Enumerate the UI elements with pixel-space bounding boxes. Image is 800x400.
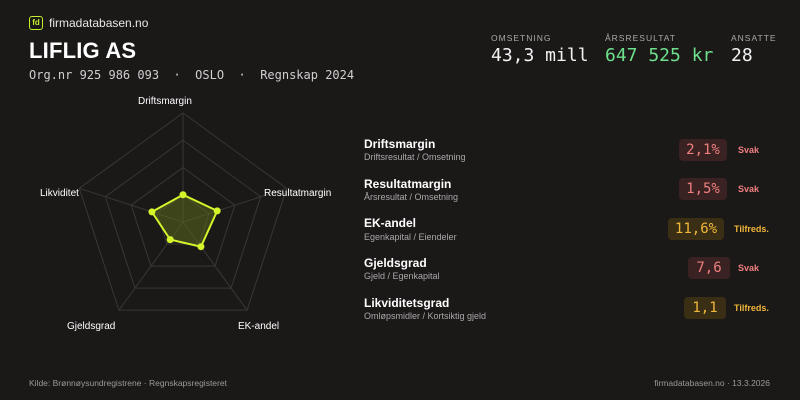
radar-data-area — [150, 193, 219, 248]
radar-data-point-likviditet — [148, 208, 156, 216]
footer-site-date[interactable]: firmadatabasen.no · 13.3.2026 — [654, 378, 770, 388]
radar-data-point-driftsmargin — [179, 191, 187, 199]
brand-name[interactable]: firmadatabasen.no — [49, 16, 149, 30]
metric-status: Tilfreds. — [734, 303, 769, 313]
metric-formula: Årsresultat / Omsetning — [364, 192, 459, 202]
radar-data-point-gjeldsgrad — [166, 236, 174, 244]
metric-status: Svak — [738, 184, 760, 194]
metric-value-badge: 1,1 — [684, 297, 726, 319]
metric-value-badge: 7,6 — [688, 257, 730, 279]
metric-formula: Omløpsmidler / Kortsiktig gjeld — [364, 311, 487, 321]
metric-status: Svak — [738, 145, 760, 155]
metric-name: Gjeldsgrad — [364, 256, 427, 270]
metric-formula: Driftsresultat / Omsetning — [364, 152, 466, 162]
metric-name: Resultatmargin — [364, 177, 452, 191]
radar-axis-label-gjeldsgrad: Gjeldsgrad — [67, 321, 116, 332]
radar-data-point-ek-andel — [197, 243, 205, 251]
radar-data-point-resultatmargin — [213, 207, 221, 215]
kpi-employees-label: ANSATTE — [731, 33, 777, 43]
company-subline: Org.nr 925 986 093 · OSLO · Regnskap 202… — [29, 68, 355, 82]
kpi-result-value: 647 525 kr — [605, 45, 714, 66]
metric-value-badge: 11,6% — [668, 218, 724, 240]
radar-grid-ring — [104, 139, 262, 289]
radar-grid-ring — [78, 112, 288, 311]
kpi-employees-value: 28 — [731, 45, 753, 66]
metric-status: Tilfreds. — [734, 224, 769, 234]
metric-value-badge: 2,1% — [679, 139, 727, 161]
metric-formula: Egenkapital / Eiendeler — [364, 232, 457, 242]
kpi-result-label: ÅRSRESULTAT — [605, 33, 676, 43]
metric-name: Likviditetsgrad — [364, 296, 450, 310]
radar-axis-label-likviditet: Likviditet — [40, 188, 79, 199]
radar-axis-label-ek-andel: EK-andel — [238, 321, 280, 332]
radar-axis-label-driftsmargin: Driftsmargin — [138, 96, 192, 107]
metric-name: Driftsmargin — [364, 137, 436, 151]
metric-name: EK-andel — [364, 216, 417, 230]
kpi-revenue-value: 43,3 mill — [491, 45, 589, 66]
company-name: LIFLIG AS — [29, 38, 137, 63]
brand-logo-icon: fd — [29, 16, 43, 30]
metric-status: Svak — [738, 263, 760, 273]
radar-axis-label-resultatmargin: Resultatmargin — [264, 188, 332, 199]
radar-grid-ring — [130, 166, 236, 267]
kpi-revenue-label: OMSETNING — [491, 33, 552, 43]
radar-data-points — [148, 191, 221, 251]
metric-value-badge: 1,5% — [679, 178, 727, 200]
footer-source: Kilde: Brønnøysundregistrene · Regnskaps… — [29, 378, 227, 388]
metric-formula: Gjeld / Egenkapital — [364, 271, 440, 281]
